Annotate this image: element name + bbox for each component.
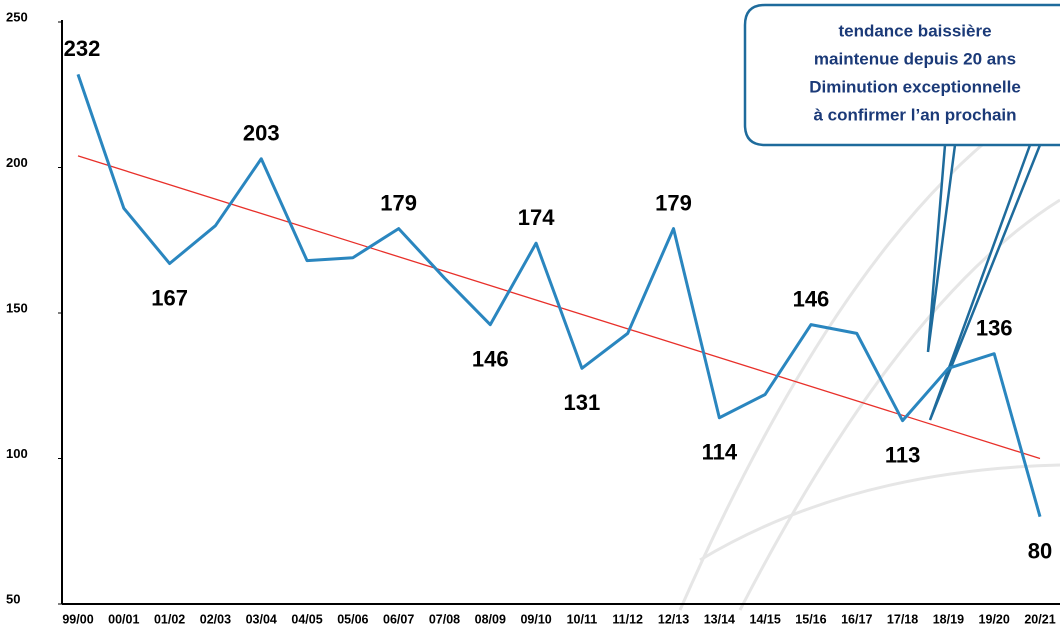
x-tick-label: 19/20: [979, 612, 1010, 626]
data-label: 114: [702, 440, 738, 465]
data-label: 167: [151, 285, 188, 310]
data-label: 203: [243, 121, 280, 146]
x-tick-label: 20/21: [1024, 612, 1055, 626]
x-tick-label: 17/18: [887, 612, 918, 626]
data-label: 131: [564, 390, 601, 415]
x-tick-label: 12/13: [658, 612, 689, 626]
x-tick-label: 99/00: [62, 612, 93, 626]
annotation-text: maintenue depuis 20 ans: [814, 49, 1016, 68]
y-tick-label: 150: [6, 300, 28, 315]
x-tick-label: 11/12: [612, 612, 643, 626]
background-arcs: [678, 88, 1060, 611]
y-tick-label: 100: [6, 446, 28, 461]
data-label: 232: [64, 36, 101, 61]
data-label: 179: [655, 190, 692, 215]
y-tick-label: 200: [6, 155, 28, 170]
data-label: 136: [976, 316, 1013, 341]
x-tick-label: 15/16: [795, 612, 826, 626]
data-line: [76, 73, 1042, 518]
data-label: 146: [793, 286, 830, 311]
x-tick-label: 00/01: [108, 612, 139, 626]
data-label: 179: [380, 190, 417, 215]
y-tick-label: 250: [6, 9, 28, 24]
x-tick-label: 16/17: [841, 612, 872, 626]
data-label: 113: [885, 442, 921, 467]
annotation-text: Diminution exceptionnelle: [809, 77, 1021, 96]
x-tick-label: 02/03: [200, 612, 231, 626]
annotation-text: tendance baissière: [838, 21, 991, 40]
callout: [743, 3, 1060, 421]
data-label: 146: [472, 346, 509, 371]
x-tick-label: 06/07: [383, 612, 414, 626]
data-label: 80: [1028, 539, 1052, 564]
x-tick-label: 18/19: [933, 612, 964, 626]
annotation-text: à confirmer l’an prochain: [813, 105, 1016, 124]
x-tick-label: 09/10: [520, 612, 551, 626]
x-tick-label: 07/08: [429, 612, 460, 626]
data-label: 174: [518, 205, 555, 230]
x-tick-label: 01/02: [154, 612, 185, 626]
y-tick-label: 50: [6, 591, 20, 606]
x-tick-label: 10/11: [567, 612, 598, 626]
x-tick-label: 08/09: [475, 612, 506, 626]
x-tick-label: 14/15: [750, 612, 781, 626]
x-tick-label: 04/05: [291, 612, 322, 626]
x-tick-label: 03/04: [246, 612, 277, 626]
x-tick-label: 13/14: [704, 612, 735, 626]
x-tick-label: 05/06: [337, 612, 368, 626]
